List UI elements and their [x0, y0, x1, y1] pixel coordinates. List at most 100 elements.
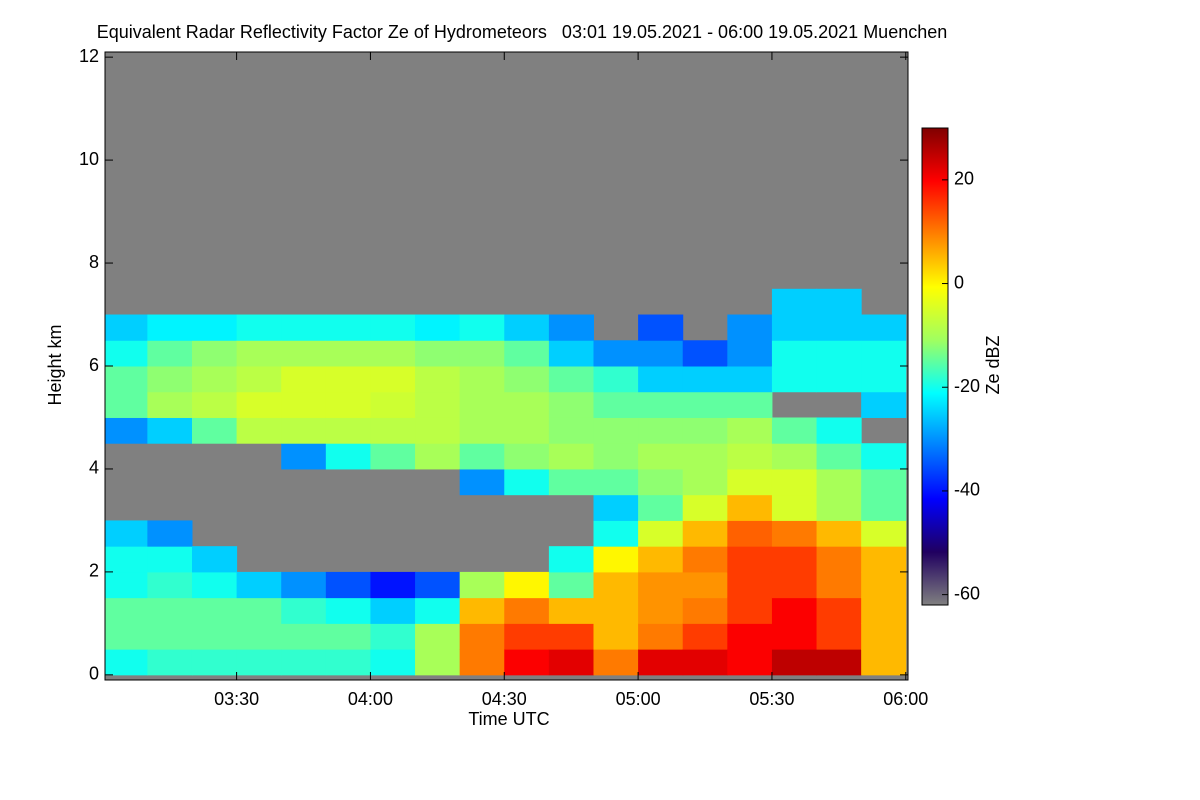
heatmap-cell [593, 468, 639, 496]
heatmap-cell [682, 366, 728, 393]
heatmap-cell [548, 314, 594, 341]
heatmap-cell [191, 340, 238, 367]
heatmap-cell [325, 597, 371, 624]
heatmap-cell [281, 649, 327, 676]
heatmap-cell [861, 340, 907, 367]
heatmap-cell [325, 649, 371, 676]
heatmap-cell [727, 417, 773, 444]
heatmap-cell [638, 494, 684, 521]
heatmap-cell [370, 391, 416, 418]
heatmap-cell [370, 597, 416, 624]
heatmap-cell [548, 649, 594, 676]
heatmap-cell [638, 571, 684, 599]
heatmap-cell [415, 623, 461, 650]
heatmap-cell [325, 417, 371, 444]
heatmap-cell [638, 546, 684, 573]
heatmap-cell [771, 597, 818, 624]
heatmap-cell [771, 623, 818, 650]
heatmap-cell [459, 649, 505, 676]
heatmap-cell [281, 417, 327, 444]
heatmap-cell [548, 340, 594, 367]
heatmap-cell [504, 340, 550, 367]
heatmap-cell [861, 366, 907, 393]
heatmap-cell [370, 314, 416, 341]
heatmap-cell [593, 623, 639, 650]
heatmap-cell [370, 417, 416, 444]
heatmap-cell [191, 314, 238, 341]
heatmap-cell [459, 443, 505, 470]
heatmap-cell [105, 520, 148, 547]
heatmap-cell [682, 340, 728, 367]
heatmap-cell [504, 366, 550, 393]
heatmap-cell [682, 597, 728, 624]
heatmap-cell [816, 340, 862, 367]
heatmap-cell [236, 571, 282, 599]
heatmap-cell [816, 314, 862, 341]
heatmap-cell [816, 597, 862, 624]
heatmap-cell [548, 443, 594, 470]
heatmap-cell [105, 340, 148, 367]
heatmap-cell [638, 366, 684, 393]
heatmap-cell [504, 597, 550, 624]
heatmap-cell [105, 391, 148, 418]
heatmap-cell [548, 366, 594, 393]
heatmap-cell [504, 571, 550, 599]
heatmap-cell [727, 546, 773, 573]
heatmap-cell [861, 520, 907, 547]
heatmap-cell [638, 623, 684, 650]
heatmap-cell [191, 546, 238, 573]
heatmap-cell [727, 366, 773, 393]
heatmap-cell [861, 546, 907, 573]
heatmap-cell [593, 366, 639, 393]
heatmap-cell [682, 494, 728, 521]
heatmap-cell [147, 366, 193, 393]
plot-area [104, 51, 909, 681]
heatmap-cell [236, 391, 282, 418]
heatmap-cell [325, 623, 371, 650]
heatmap-cell [682, 649, 728, 676]
heatmap-cell [816, 443, 862, 470]
heatmap-cell [325, 391, 371, 418]
heatmap-cell [682, 468, 728, 496]
heatmap-cell [147, 314, 193, 341]
heatmap-cell [325, 340, 371, 367]
heatmap-cell [147, 571, 193, 599]
heatmap-cell [638, 468, 684, 496]
heatmap-cell [682, 546, 728, 573]
heatmap-cell [638, 391, 684, 418]
heatmap-cell [236, 417, 282, 444]
heatmap-cell [191, 571, 238, 599]
heatmap-cell [191, 597, 238, 624]
heatmap-cell [682, 417, 728, 444]
heatmap-cell [727, 597, 773, 624]
heatmap-cell [727, 571, 773, 599]
heatmap-cell [771, 288, 818, 316]
colorbar-tick-label: 20 [954, 169, 974, 189]
heatmap-cell [861, 571, 907, 599]
heatmap-cell [638, 417, 684, 444]
heatmap-cell [147, 649, 193, 676]
heatmap-cell [682, 391, 728, 418]
heatmap-cell [861, 649, 907, 676]
heatmap-cell [281, 597, 327, 624]
heatmap-cell [771, 520, 818, 547]
heatmap-cell [281, 571, 327, 599]
heatmap-cell [504, 649, 550, 676]
heatmap-cell [281, 623, 327, 650]
heatmap-cell [771, 571, 818, 599]
chart-title: Equivalent Radar Reflectivity Factor Ze … [97, 22, 948, 42]
heatmap-cell [459, 314, 505, 341]
x-tick-label: 03:30 [214, 689, 259, 709]
heatmap-cell [638, 520, 684, 547]
heatmap-cell [281, 366, 327, 393]
heatmap-cell [638, 340, 684, 367]
heatmap-cell [593, 340, 639, 367]
heatmap-cell [370, 571, 416, 599]
heatmap-cell [504, 314, 550, 341]
heatmap-cell [504, 391, 550, 418]
heatmap-cell [638, 443, 684, 470]
heatmap-cell [147, 340, 193, 367]
heatmap-cell [147, 623, 193, 650]
heatmap-cell [191, 391, 238, 418]
heatmap-cell [548, 417, 594, 444]
